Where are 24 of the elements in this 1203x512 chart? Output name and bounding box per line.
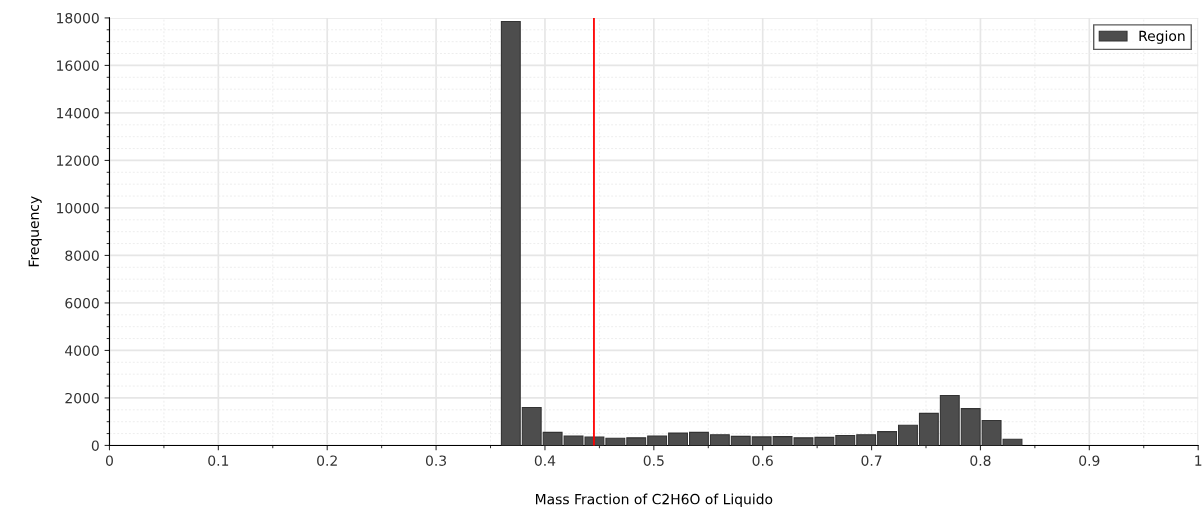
legend-label: Region [1139,30,1185,44]
y-axis-title: Frequency [28,196,42,267]
y-tick-label: 0 [91,440,99,451]
y-tick-label: 18000 [57,12,99,24]
x-tick-label: 0.6 [752,455,773,466]
y-tick-label: 8000 [65,250,99,261]
x-tick-label: 0.3 [425,455,447,466]
x-tick-label: 0.9 [1079,455,1100,466]
y-tick-label: 16000 [57,60,99,71]
x-tick-label: 1 [1195,455,1202,466]
x-tick-label: 0.5 [643,455,664,466]
y-tick-label: 6000 [65,297,99,309]
y-tick-label: 14000 [57,107,99,119]
y-tick-label: 2000 [65,392,99,404]
x-axis-title: Mass Fraction of C2H6O of Liquido [536,493,773,508]
y-tick-label: 12000 [57,155,99,166]
x-tick-label: 0 [105,455,113,466]
y-tick-label: 10000 [57,202,99,214]
x-tick-label: 0.4 [534,455,556,466]
x-tick-label: 0.1 [208,455,229,466]
x-tick-label: 0.7 [861,455,882,466]
y-tick-label: 4000 [65,345,99,356]
x-tick-label: 0.2 [317,455,337,466]
x-tick-label: 0.8 [970,455,991,466]
